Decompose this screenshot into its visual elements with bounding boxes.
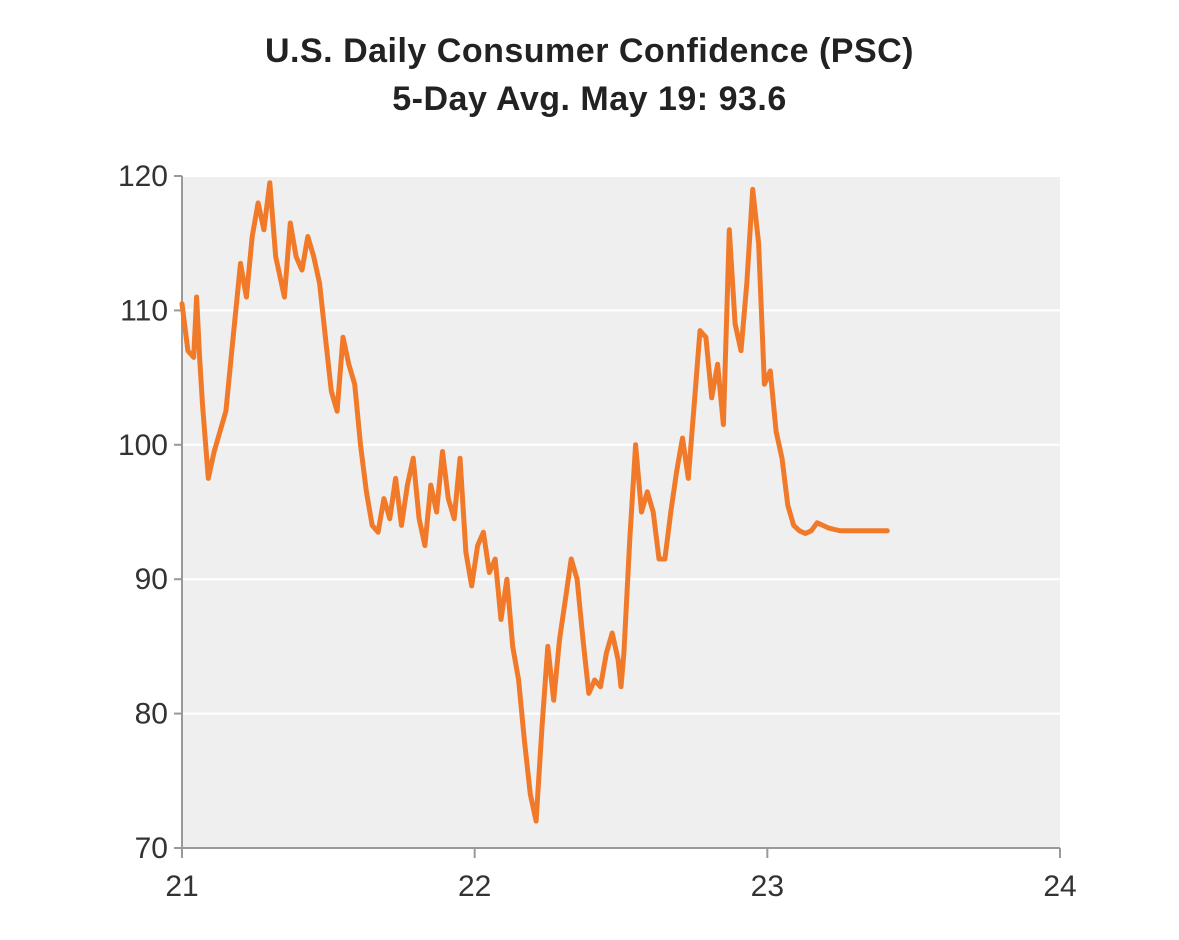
chart-subtitle: 5-Day Avg. May 19: 93.6	[392, 80, 787, 118]
grid-lines	[182, 175, 1060, 715]
y-tick-label-70: 70	[135, 832, 168, 865]
x-tick-label-21: 21	[165, 870, 198, 903]
y-tick-label-110: 110	[120, 294, 168, 327]
plot-area	[182, 176, 1060, 848]
x-tick-label-22: 22	[458, 870, 491, 903]
series-line-0	[179, 180, 890, 824]
axes: 70 80 90 100 110 120 21 22 23 24	[118, 160, 1077, 903]
y-tick-label-80: 80	[135, 698, 168, 731]
y-tick-label-90: 90	[135, 563, 168, 596]
chart-title: U.S. Daily Consumer Confidence (PSC)	[265, 32, 914, 70]
y-tick-label-100: 100	[118, 429, 168, 462]
x-tick-label-24: 24	[1043, 870, 1076, 903]
y-tick-label-120: 120	[118, 160, 168, 193]
x-tick-label-23: 23	[751, 870, 784, 903]
series-layer	[179, 180, 890, 824]
